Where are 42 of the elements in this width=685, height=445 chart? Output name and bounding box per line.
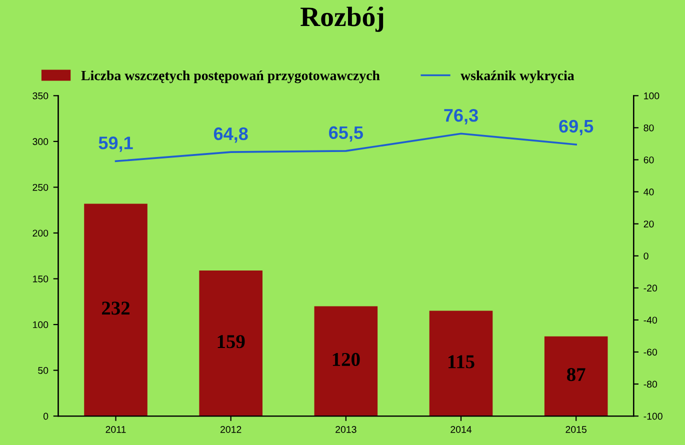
y-tick-label: 150 xyxy=(33,275,48,282)
y2-tick-label: 0 xyxy=(644,252,648,260)
y2-tick-label: -100 xyxy=(644,412,662,420)
y2-tick-label: -40 xyxy=(644,316,658,324)
y2-tick-label: 20 xyxy=(644,220,654,228)
data-label: 232 xyxy=(102,302,130,315)
x-tick-label: 2012 xyxy=(220,426,242,433)
data-label: 115 xyxy=(448,355,474,368)
y2-tick-label: -20 xyxy=(644,284,658,292)
y2-tick-label: 40 xyxy=(644,188,654,196)
y-tick-label: 100 xyxy=(33,321,48,328)
data-label: 87 xyxy=(567,368,586,382)
data-label: 59,1 xyxy=(98,136,133,152)
y-tick-label: 0 xyxy=(43,412,48,420)
bar xyxy=(84,204,148,416)
y-tick-label: 300 xyxy=(32,138,48,146)
legend-label: Liczba wszczętych postępowań przygotowawczych xyxy=(81,70,380,84)
y-tick-label: 350 xyxy=(32,92,48,100)
bar xyxy=(199,270,262,416)
x-tick-label: 2013 xyxy=(336,426,356,433)
x-tick-label: 2015 xyxy=(566,426,586,433)
y-tick-label: 250 xyxy=(32,184,48,191)
y-tick-label: 200 xyxy=(32,230,48,237)
data-label: 69,5 xyxy=(559,120,594,136)
y2-tick-label: -80 xyxy=(644,380,658,388)
y-tick-label: 50 xyxy=(38,367,48,374)
data-label: 64,8 xyxy=(214,127,248,143)
x-tick-label: 2014 xyxy=(450,426,472,433)
data-label: 120 xyxy=(332,352,360,366)
chart-title: Rozbój xyxy=(300,6,384,32)
data-label: 76,3 xyxy=(444,108,478,124)
bar xyxy=(544,336,608,416)
y2-tick-label: 100 xyxy=(644,92,660,100)
y2-tick-label: 80 xyxy=(644,124,654,132)
data-label: 159 xyxy=(218,335,245,348)
y2-tick-label: -60 xyxy=(644,348,658,356)
data-label: 65,5 xyxy=(329,126,363,142)
legend-label: wskaźnik wykrycia xyxy=(460,70,574,84)
y2-tick-label: 60 xyxy=(644,156,654,164)
bar xyxy=(314,306,378,416)
x-tick-label: 2011 xyxy=(106,426,126,433)
bar xyxy=(429,310,493,416)
